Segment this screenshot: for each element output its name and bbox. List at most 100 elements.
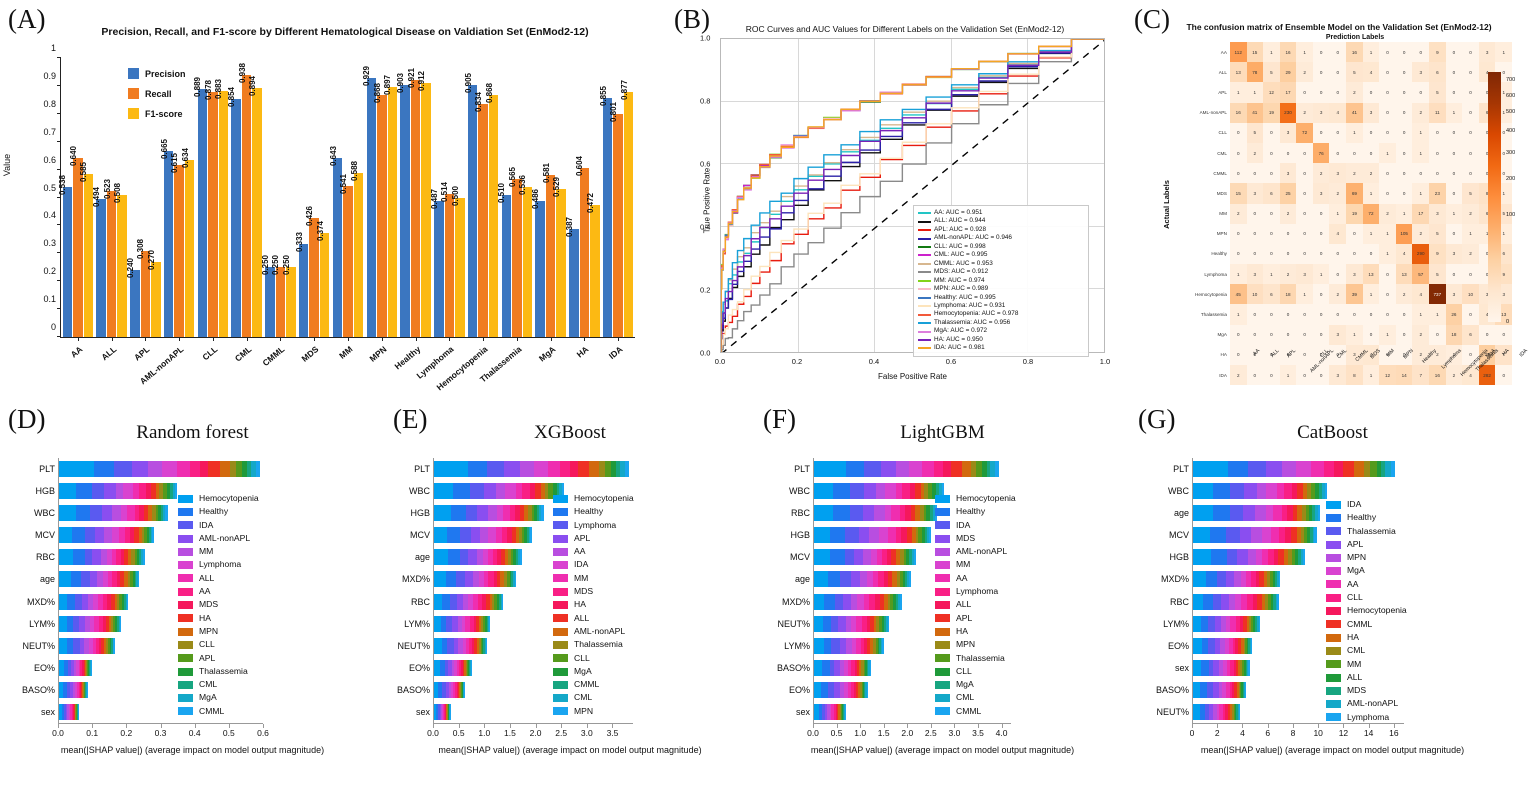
shap-legend: Hemocytopenia Healthy Lymphoma APL AA IDA MM MD… [553, 492, 634, 718]
shap-bar-segment [513, 549, 516, 566]
shap-bar-segment [95, 527, 104, 544]
shap-bar-segment [89, 571, 97, 588]
shap-bar: MXD% [27, 593, 129, 610]
shap-bar-segment [1270, 593, 1274, 610]
confusion-matrix-cell: 2 [1279, 203, 1297, 224]
shap-bar-segment [434, 527, 448, 544]
panel-a-xlabel: MM [337, 344, 355, 361]
shap-bar-segment [1240, 659, 1243, 676]
shap-bar-segment [111, 527, 119, 544]
panel-a-bar-value: 0.665 [159, 139, 169, 160]
confusion-matrix-cell: 3 [1279, 163, 1297, 184]
panel-f-shap-lightgbm: (F) LightGBM PLT WBC RBC HGB MCV age MXD% NEUT%… [755, 400, 1130, 799]
shap-bar-segment [467, 593, 474, 610]
shap-bar-segment [165, 505, 168, 522]
shap-bar-segment [483, 571, 489, 588]
panel-a-xtickmark [584, 337, 586, 341]
shap-bar-segment [876, 615, 879, 632]
shap-feature-label: age [414, 552, 430, 563]
shap-bar-segment [858, 527, 870, 544]
shap-bar: BASO% [777, 659, 871, 676]
shap-bar-segment [1251, 527, 1262, 544]
panel-d-title: Random forest [136, 422, 249, 443]
confusion-matrix-cell: 3 [1246, 264, 1264, 285]
shap-bar-segment [71, 703, 73, 720]
shap-bar-segment [100, 549, 107, 566]
panel-a-bar: 0.529 [552, 177, 566, 337]
confusion-matrix-row-label: AML-nonAPL [1199, 110, 1227, 116]
legend-swatch [178, 494, 193, 503]
shap-bar-segment [150, 527, 153, 544]
shap-bar-segment [1207, 615, 1215, 632]
confusion-matrix-row-label: MPN [1216, 231, 1227, 237]
panel-a-xtickmark [145, 337, 147, 341]
shap-bar-segment [843, 681, 848, 698]
panel-a-bar-value: 0.308 [136, 239, 146, 260]
legend-swatch [1326, 540, 1341, 549]
shap-legend-item: Thalassemia [935, 652, 1016, 665]
shap-bar-segment [877, 637, 880, 654]
shap-bar-segment [1312, 505, 1316, 522]
panel-a-bar-value: 0.903 [396, 73, 406, 94]
shap-bar: age [795, 571, 911, 588]
legend-swatch [1326, 686, 1341, 695]
shap-legend-label: APL [956, 612, 973, 623]
panel-a-bar-value: 0.514 [440, 181, 450, 202]
shap-bar-segment [469, 659, 471, 676]
shap-bar-segment [822, 703, 825, 720]
shap-bar-segment [516, 527, 520, 544]
shap-bar-segment [147, 505, 153, 522]
shap-bar-segment [59, 637, 68, 654]
shap-bar-segment [89, 659, 91, 676]
confusion-matrix-cell: 5 [1429, 82, 1446, 103]
shap-bar-segment [536, 505, 540, 522]
shap-bar-segment [85, 681, 87, 698]
shap-legend-item: Thalassemia [553, 638, 634, 651]
legend-line-swatch [918, 262, 931, 265]
shap-bar-segment [863, 483, 877, 500]
shap-legend-label: IDA [199, 519, 214, 530]
shap-bar-segment [1296, 461, 1311, 478]
shap-bar-segment [166, 483, 171, 500]
shap-bar-segment [1301, 549, 1303, 566]
shap-bar-segment [832, 483, 850, 500]
shap-legend-label: CLL [574, 652, 590, 663]
shap-legend-item: MM [178, 545, 259, 558]
confusion-matrix-cell: 0 [1229, 163, 1247, 184]
shap-xtickmark [1267, 724, 1269, 728]
shap-bar-segment [111, 615, 113, 632]
confusion-matrix-cell: 0 [1296, 324, 1313, 345]
panel-e-shap-xgboost: (E) XGBoost PLT WBC HGB MCV age MXD% RBC LYM% NE… [385, 400, 755, 799]
panel-a-ytick: 0.1 [43, 294, 56, 305]
shap-plot-area: PLT WBC RBC HGB MCV age MXD% NEUT% LYM% BASO% EO% s… [777, 458, 1011, 723]
legend-swatch [935, 694, 950, 703]
shap-bar-segment [448, 681, 451, 698]
panel-a-xtickmark [179, 337, 181, 341]
shap-bar-segment [1310, 461, 1324, 478]
shap-bar-segment [67, 637, 73, 654]
shap-xtick: 2.5 [555, 728, 568, 738]
panel-a-bar: 0.472 [586, 193, 600, 337]
shap-bar-segment [509, 571, 512, 588]
shap-bar: BASO% [1156, 681, 1246, 698]
shap-feature-label: HGB [1169, 552, 1189, 563]
shap-xtickmark [978, 724, 979, 728]
legend-swatch [935, 547, 950, 556]
legend-swatch [935, 521, 950, 530]
shap-feature-label: WBC [34, 508, 55, 519]
shap-bar-segment [850, 571, 860, 588]
shap-bar-segment [845, 637, 852, 654]
shap-bar-segment [461, 681, 463, 698]
legend-swatch [553, 601, 568, 610]
legend-swatch [935, 667, 950, 676]
shap-bar-segment [495, 527, 503, 544]
shap-bar-segment [896, 571, 900, 588]
shap-bar: RBC [1170, 593, 1279, 610]
confusion-matrix-cell: 10 [1246, 284, 1264, 305]
confusion-matrix-cell: 3 [1445, 243, 1463, 265]
confusion-matrix-cell: 2 [1296, 102, 1313, 123]
colorbar-tick: 100 [1506, 212, 1516, 219]
shap-legend-label: MM [956, 559, 971, 570]
shap-bar-segment [125, 593, 127, 610]
shap-bar-segment [152, 527, 154, 544]
